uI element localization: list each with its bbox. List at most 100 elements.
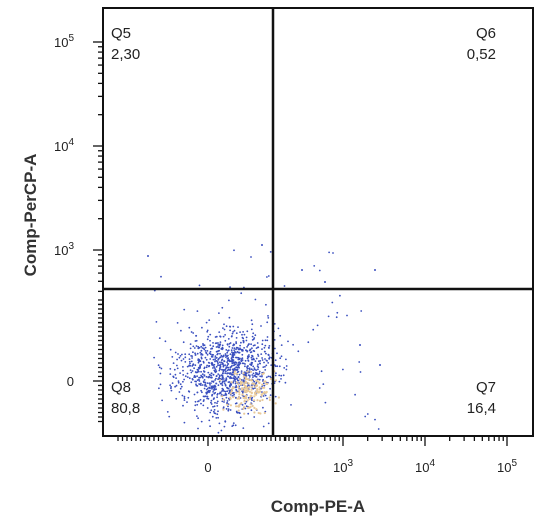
event-dot [231, 374, 234, 376]
event-dot [253, 411, 256, 414]
event-dot [240, 379, 243, 381]
event-dot [186, 401, 188, 403]
event-dot [276, 365, 279, 368]
event-dot [227, 408, 230, 410]
event-dot [224, 334, 227, 336]
event-dot [327, 315, 330, 318]
event-dot [212, 380, 215, 383]
event-dot [158, 387, 160, 390]
event-dot [246, 366, 248, 369]
event-dot [211, 387, 213, 390]
event-dot [176, 358, 179, 361]
event-dot [176, 322, 179, 324]
event-dot [212, 373, 215, 376]
event-dot [217, 362, 219, 365]
event-dot [222, 406, 225, 409]
event-dot [248, 376, 251, 378]
event-dot [194, 371, 197, 373]
event-dot [186, 376, 189, 378]
event-dot [166, 411, 169, 413]
event-dot [245, 400, 248, 403]
event-dot [230, 377, 233, 379]
event-dot [248, 368, 251, 371]
event-dot [253, 406, 256, 409]
event-dot [268, 345, 271, 347]
event-dot [258, 378, 261, 381]
event-dot [191, 365, 194, 367]
event-dot [301, 269, 303, 271]
event-dot [212, 367, 214, 369]
event-dot [240, 383, 243, 386]
event-dot [263, 346, 266, 349]
event-dot [183, 395, 186, 398]
event-dot [188, 358, 191, 360]
event-dot [261, 343, 264, 346]
event-dot [244, 359, 247, 362]
event-dot [218, 364, 221, 367]
event-dot [202, 360, 205, 363]
event-dot [233, 347, 236, 350]
event-dot [211, 353, 214, 356]
event-dot [222, 369, 225, 371]
event-dot [231, 392, 234, 395]
x-tick-label: 0 [204, 460, 211, 475]
event-dot [257, 366, 260, 369]
event-dot [316, 324, 319, 327]
event-dot [250, 409, 253, 412]
event-dot [211, 376, 213, 379]
event-dot [238, 397, 241, 400]
event-dot [223, 401, 225, 403]
event-dot [251, 374, 254, 376]
event-dot [175, 377, 178, 379]
event-dot [231, 335, 233, 337]
event-dot [227, 366, 230, 369]
event-dot [217, 344, 220, 346]
event-dot [244, 373, 247, 376]
event-dot [247, 360, 250, 362]
event-dot [233, 375, 236, 377]
event-dot [239, 347, 241, 350]
event-dot [235, 372, 238, 375]
event-dot [208, 419, 211, 422]
event-dot [195, 335, 197, 337]
event-dot [229, 384, 232, 387]
event-dot [242, 407, 245, 410]
event-dot [218, 346, 221, 349]
event-dot [262, 392, 265, 395]
event-dot [237, 386, 240, 389]
event-dot [235, 381, 238, 384]
event-dot [279, 334, 282, 337]
event-dot [210, 399, 213, 402]
event-dot [274, 359, 277, 362]
event-dot [178, 356, 181, 359]
event-dot [221, 376, 224, 378]
event-dot [263, 361, 265, 364]
event-dot [251, 399, 253, 402]
event-dot [221, 400, 224, 403]
event-dot [216, 413, 219, 416]
event-dot [379, 364, 381, 366]
event-dot [206, 395, 208, 398]
event-dot [196, 310, 199, 312]
quadrant-name: Q7 [476, 379, 496, 396]
event-dot [241, 353, 244, 356]
event-dot [208, 382, 211, 385]
event-dot [215, 377, 217, 380]
event-dot [232, 396, 235, 399]
event-dot [193, 367, 196, 370]
event-dot [218, 379, 222, 382]
event-dot [219, 352, 221, 355]
event-dot [255, 347, 258, 349]
event-dot [227, 338, 230, 340]
event-dot [226, 403, 229, 406]
event-dot [244, 376, 248, 379]
event-dot [221, 358, 224, 361]
event-dot [268, 398, 271, 402]
event-dot [228, 299, 230, 302]
event-dot [241, 388, 244, 391]
event-dot [241, 333, 243, 336]
event-dot [253, 383, 256, 386]
event-dot [266, 321, 269, 324]
event-dot [231, 347, 234, 349]
event-dot [189, 369, 192, 371]
